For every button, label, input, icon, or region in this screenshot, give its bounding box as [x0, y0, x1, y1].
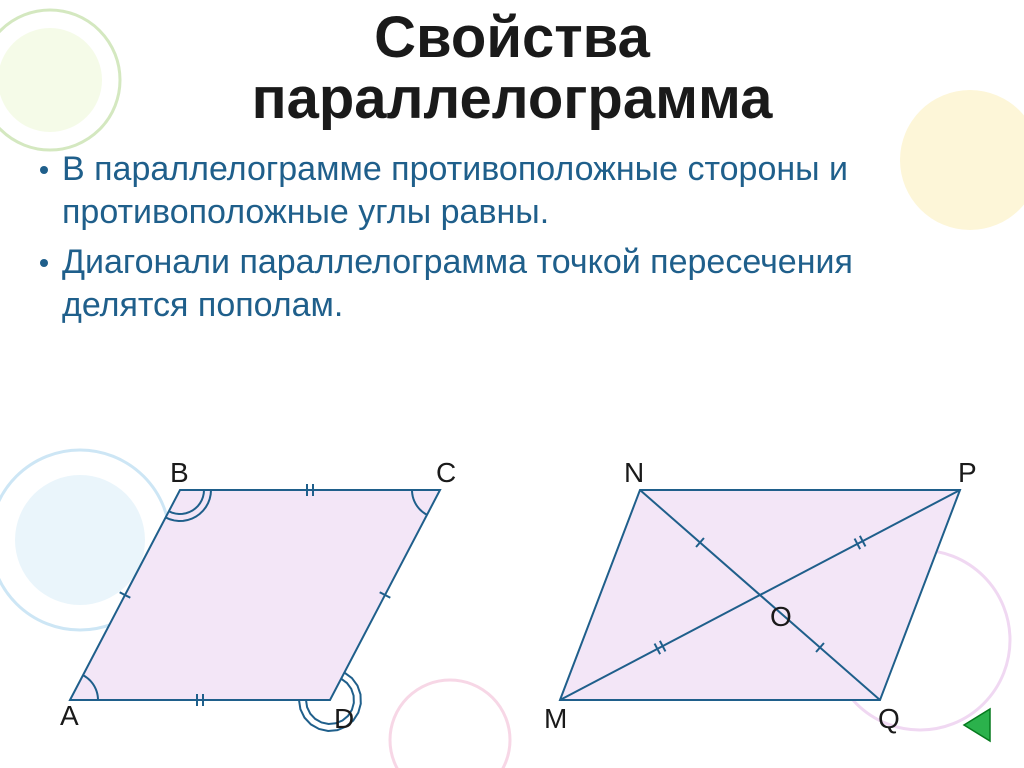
svg-text:N: N — [624, 457, 644, 488]
svg-text:C: C — [436, 457, 456, 488]
svg-text:D: D — [334, 703, 354, 734]
svg-text:O: O — [770, 601, 792, 632]
svg-text:A: A — [60, 700, 79, 731]
svg-text:Q: Q — [878, 703, 900, 734]
svg-text:P: P — [958, 457, 977, 488]
svg-text:M: M — [544, 703, 567, 734]
geometry-figures: A B C D M N P Q O — [0, 0, 1024, 768]
svg-text:B: B — [170, 457, 189, 488]
prev-slide-button[interactable] — [962, 705, 1006, 754]
